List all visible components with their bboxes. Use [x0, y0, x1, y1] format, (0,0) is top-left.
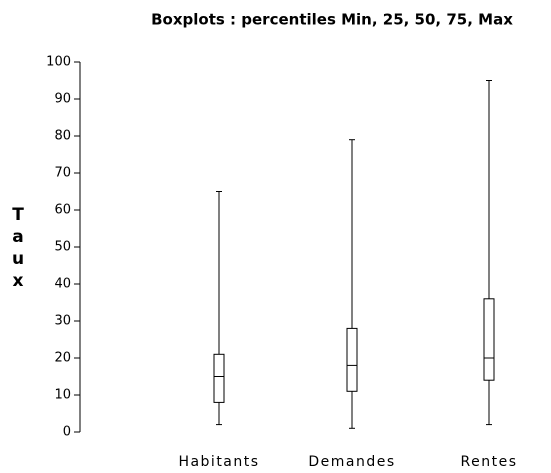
y-tick-label: 20 — [54, 351, 71, 366]
y-tick-label: 10 — [54, 388, 71, 403]
y-tick-label: 100 — [46, 55, 71, 70]
box — [483, 298, 495, 381]
chart-title: Boxplots : percentiles Min, 25, 50, 75, … — [151, 11, 513, 29]
x-tick-label: Habitants — [178, 454, 259, 470]
y-tick-label: 0 — [63, 425, 71, 440]
x-tick-label: Demandes — [308, 454, 395, 470]
box — [213, 353, 225, 403]
y-tick-label: 50 — [54, 240, 71, 255]
y-tick-label: 60 — [54, 203, 71, 218]
x-tick-label: Rentes — [461, 454, 518, 470]
y-tick-label: 70 — [54, 166, 71, 181]
y-tick-label: 80 — [54, 129, 71, 144]
box — [346, 327, 358, 392]
y-axis-label: Taux — [8, 205, 28, 293]
y-tick-label: 90 — [54, 92, 71, 107]
y-tick-label: 40 — [54, 277, 71, 292]
y-tick-label: 30 — [54, 314, 71, 329]
